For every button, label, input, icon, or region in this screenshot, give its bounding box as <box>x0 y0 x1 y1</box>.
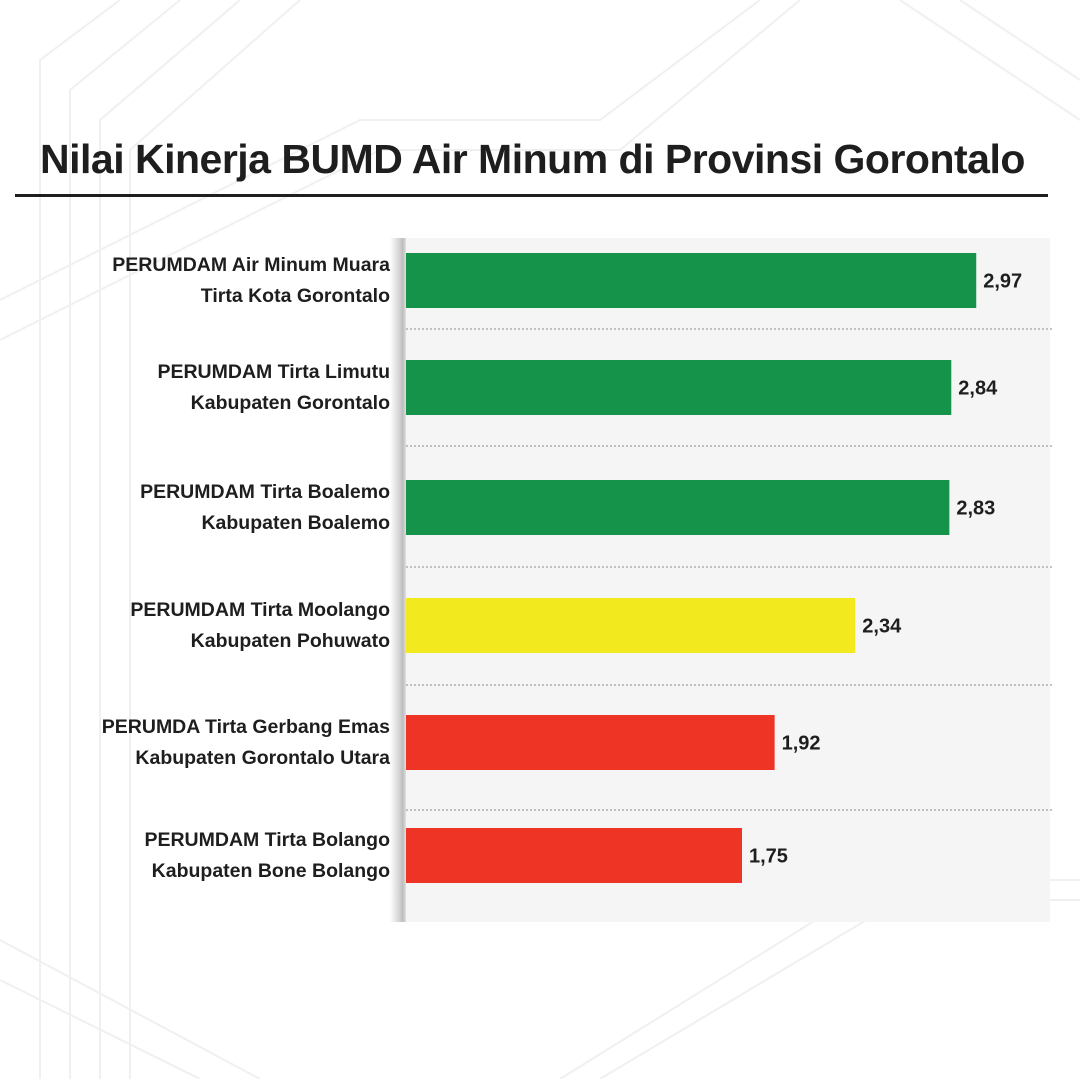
y-axis-line <box>390 238 406 922</box>
bar <box>406 598 856 653</box>
bar <box>406 828 742 883</box>
category-label: PERUMDAM Tirta Moolango Kabupaten Pohuwat… <box>10 595 390 657</box>
chart-title: Nilai Kinerja BUMD Air Minum di Provinsi… <box>40 136 1025 182</box>
category-label-line: PERUMDAM Tirta Boalemo <box>140 480 390 503</box>
category-label-line: Tirta Kota Gorontalo <box>200 284 390 307</box>
data-label: 2,34 <box>862 616 902 638</box>
category-label-line: Kabupaten Gorontalo Utara <box>135 746 390 769</box>
bar <box>406 715 775 770</box>
data-label: 1,92 <box>782 733 821 755</box>
bar <box>406 253 977 308</box>
category-label: PERUMDAM Tirta Limutu Kabupaten Gorontalo <box>10 357 390 419</box>
bar <box>406 360 952 415</box>
plot-area <box>398 238 1050 922</box>
data-label: 2,97 <box>983 271 1022 293</box>
category-label: PERUMDAM Air Minum Muara Tirta Kota Goron… <box>10 250 390 312</box>
data-label: 1,75 <box>749 846 788 868</box>
category-label: PERUMDAM Tirta Boalemo Kabupaten Boalemo <box>10 477 390 539</box>
category-label-line: Kabupaten Pohuwato <box>190 629 390 652</box>
category-label-line: PERUMDAM Tirta Bolango <box>144 828 390 851</box>
category-label-line: Kabupaten Boalemo <box>201 511 390 534</box>
category-label: PERUMDA Tirta Gerbang Emas Kabupaten Goro… <box>10 712 390 774</box>
category-label-line: PERUMDA Tirta Gerbang Emas <box>101 715 390 738</box>
bar <box>406 480 950 535</box>
category-label-line: PERUMDAM Tirta Limutu <box>157 360 390 383</box>
category-label-line: PERUMDAM Air Minum Muara <box>112 253 390 276</box>
data-label: 2,83 <box>956 498 995 520</box>
category-label-line: PERUMDAM Tirta Moolango <box>130 598 390 621</box>
category-label-line: Kabupaten Gorontalo <box>190 391 390 414</box>
data-label: 2,84 <box>958 378 998 400</box>
category-label: PERUMDAM Tirta Bolango Kabupaten Bone Bol… <box>10 825 390 887</box>
category-label-line: Kabupaten Bone Bolango <box>151 859 390 882</box>
title-underline <box>15 194 1048 197</box>
